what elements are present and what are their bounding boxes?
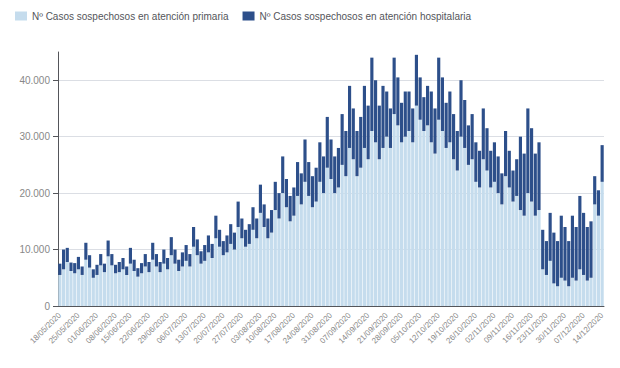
svg-text:40.000: 40.000 (19, 75, 50, 86)
svg-text:20.000: 20.000 (19, 188, 50, 199)
svg-text:03/08/2020: 03/08/2020 (229, 310, 264, 346)
svg-text:01/06/2020: 01/06/2020 (65, 310, 101, 346)
svg-text:14/12/2020: 14/12/2020 (571, 310, 606, 345)
svg-text:26/10/2020: 26/10/2020 (444, 310, 479, 346)
svg-text:29/06/2020: 29/06/2020 (136, 310, 171, 346)
svg-text:17/08/2020: 17/08/2020 (262, 310, 297, 346)
svg-text:13/07/2020: 13/07/2020 (173, 310, 208, 346)
svg-text:31/08/2020: 31/08/2020 (299, 310, 335, 346)
svg-text:05/10/2020: 05/10/2020 (388, 310, 424, 346)
svg-text:23/11/2020: 23/11/2020 (515, 310, 550, 345)
svg-text:28/09/2020: 28/09/2020 (370, 310, 405, 346)
svg-text:0: 0 (44, 301, 50, 312)
svg-text:19/10/2020: 19/10/2020 (425, 310, 461, 346)
svg-text:09/11/2020: 09/11/2020 (482, 310, 517, 345)
svg-text:12/10/2020: 12/10/2020 (407, 310, 442, 346)
svg-text:07/09/2020: 07/09/2020 (318, 310, 353, 346)
svg-text:22/06/2020: 22/06/2020 (117, 310, 153, 346)
svg-text:06/07/2020: 06/07/2020 (154, 310, 190, 346)
svg-text:Nº Casos sospechosos en atenci: Nº Casos sospechosos en atención primari… (32, 11, 229, 22)
svg-text:10/08/2020: 10/08/2020 (243, 310, 279, 346)
svg-text:16/11/2020: 16/11/2020 (500, 310, 535, 345)
svg-text:10.000: 10.000 (19, 244, 50, 255)
svg-text:08/06/2020: 08/06/2020 (84, 310, 119, 346)
svg-text:15/06/2020: 15/06/2020 (99, 310, 134, 346)
svg-text:Nº Casos sospechosos en atenci: Nº Casos sospechosos en atención hospita… (260, 11, 472, 22)
svg-text:27/07/2020: 27/07/2020 (210, 310, 245, 346)
svg-text:30.000: 30.000 (19, 131, 50, 142)
svg-text:21/09/2020: 21/09/2020 (355, 310, 390, 346)
svg-text:20/07/2020: 20/07/2020 (191, 310, 227, 346)
svg-text:30/11/2020: 30/11/2020 (534, 310, 569, 345)
svg-text:25/05/2020: 25/05/2020 (47, 310, 82, 346)
svg-text:18/05/2020: 18/05/2020 (28, 310, 63, 346)
svg-text:14/09/2020: 14/09/2020 (336, 310, 372, 346)
svg-text:24/08/2020: 24/08/2020 (281, 310, 316, 346)
svg-text:02/11/2020: 02/11/2020 (463, 310, 498, 345)
svg-text:07/12/2020: 07/12/2020 (552, 310, 587, 346)
